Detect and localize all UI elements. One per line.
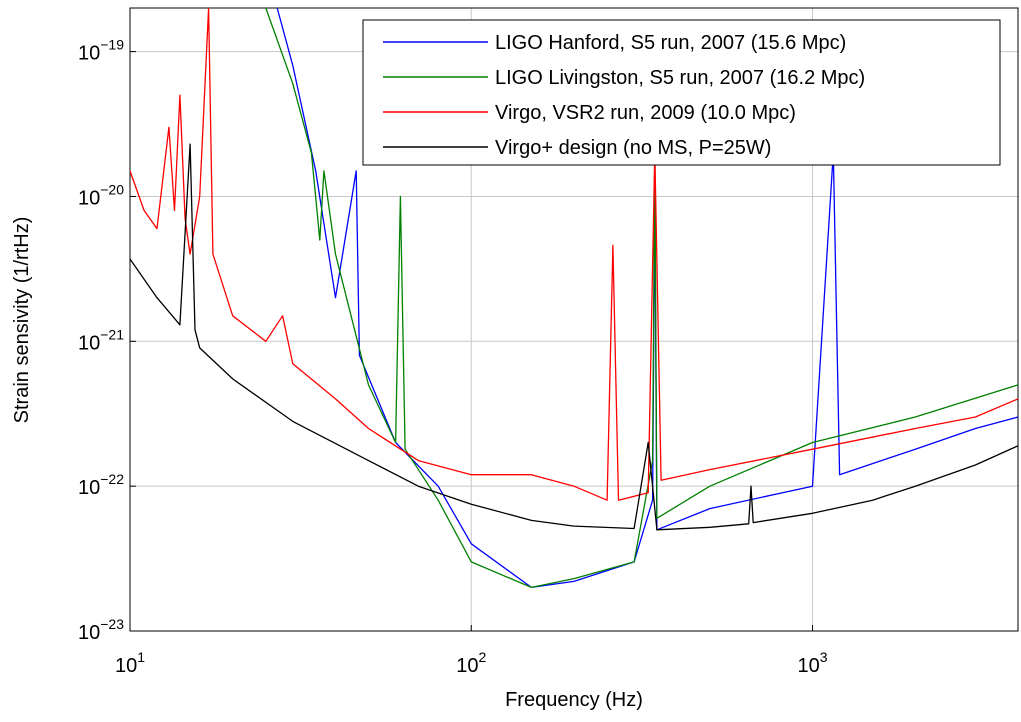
y-tick-label: 10−22 <box>78 471 124 499</box>
legend-label: LIGO Hanford, S5 run, 2007 (15.6 Mpc) <box>495 32 846 54</box>
legend-label: Virgo, VSR2 run, 2009 (10.0 Mpc) <box>495 102 796 124</box>
plot-frame <box>129 7 1019 632</box>
y-tick-label: 10−19 <box>78 37 124 65</box>
series-line <box>130 143 1018 531</box>
plot-lines <box>130 8 1018 589</box>
x-axis-label: Frequency (Hz) <box>505 689 643 711</box>
legend-label: LIGO Livingston, S5 run, 2007 (16.2 Mpc) <box>495 67 865 89</box>
legend-box <box>362 19 1001 166</box>
x-tick-label: 102 <box>456 649 486 677</box>
series-line <box>130 8 1018 501</box>
series-line <box>265 8 1018 589</box>
y-tick-label: 10−20 <box>78 181 124 209</box>
legend-label: Virgo+ design (no MS, P=25W) <box>495 137 771 159</box>
x-tick-label: 103 <box>798 649 828 677</box>
series-line <box>276 8 1018 589</box>
y-axis-label: Strain sensivity (1/rtHz) <box>11 217 33 424</box>
y-tick-label: 10−21 <box>78 326 124 354</box>
y-tick-label: 10−23 <box>78 616 124 644</box>
x-tick-label: 101 <box>115 649 145 677</box>
